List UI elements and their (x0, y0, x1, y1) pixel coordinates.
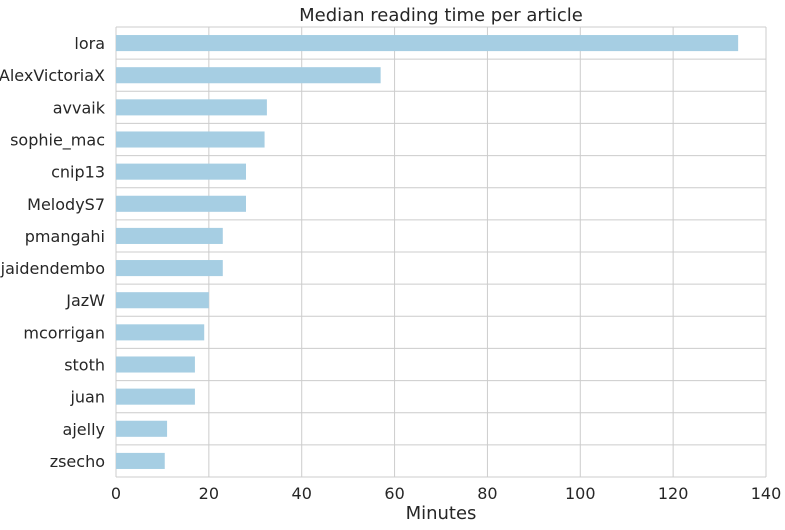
category-label: sophie_mac (10, 131, 105, 151)
x-tick-label: 120 (658, 484, 689, 503)
bar-AlexVictoriaX (116, 67, 381, 84)
category-label: juan (69, 388, 105, 407)
x-tick-labels: 0 20 40 60 80 100 120 140 (111, 484, 781, 503)
x-tick-label: 80 (477, 484, 497, 503)
chart-title: Median reading time per article (299, 5, 583, 26)
category-label: stoth (64, 356, 105, 375)
category-label: cnip13 (51, 163, 105, 182)
x-tick-label: 20 (199, 484, 219, 503)
x-axis-label: Minutes (406, 503, 477, 524)
bar-avvaik (116, 99, 267, 116)
bar-mcorrigan (116, 324, 205, 341)
gridlines (115, 26, 767, 478)
bars (116, 35, 739, 469)
x-tick-label: 140 (751, 484, 782, 503)
category-label: jaidendembo (0, 259, 105, 278)
bar-stoth (116, 356, 195, 373)
category-label: ajelly (63, 420, 105, 439)
category-label: pmangahi (25, 227, 105, 246)
bar-lora (116, 35, 739, 52)
x-tick-label: 0 (111, 484, 121, 503)
bar-juan (116, 388, 195, 405)
x-tick-label: 60 (384, 484, 404, 503)
bar-cnip13 (116, 163, 246, 180)
category-label: AlexVictoriaX (0, 66, 105, 85)
category-label: JazW (65, 291, 105, 310)
category-label: zsecho (50, 452, 105, 471)
category-label: mcorrigan (23, 323, 105, 342)
category-label: avvaik (53, 98, 106, 117)
x-tick-label: 100 (565, 484, 596, 503)
category-label: lora (74, 34, 105, 53)
category-labels: lora AlexVictoriaX avvaik sophie_mac cnip13 M… (0, 34, 106, 471)
bar-MelodyS7 (116, 195, 246, 212)
bar-JazW (116, 292, 209, 309)
bar-pmangahi (116, 227, 223, 244)
bar-zsecho (116, 452, 165, 469)
bar-sophie_mac (116, 131, 265, 148)
bar-jaidendembo (116, 260, 223, 277)
x-tick-label: 40 (292, 484, 312, 503)
category-label: MelodyS7 (27, 195, 105, 214)
bar-ajelly (116, 420, 168, 437)
